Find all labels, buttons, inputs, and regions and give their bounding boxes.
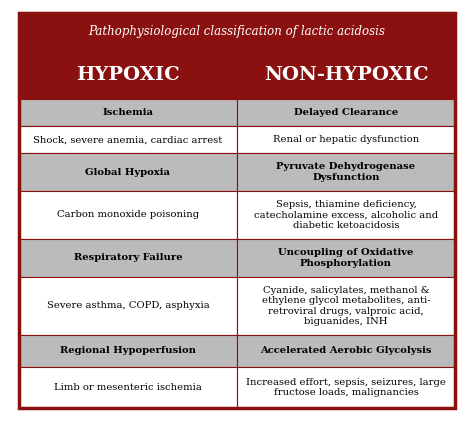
FancyBboxPatch shape [237,126,455,153]
Text: Sepsis, thiamine deficiency,
catecholamine excess, alcoholic and
diabetic ketoac: Sepsis, thiamine deficiency, catecholami… [254,200,438,230]
FancyBboxPatch shape [237,367,455,408]
Text: Regional Hypoperfusion: Regional Hypoperfusion [60,346,196,355]
Text: Respiratory Failure: Respiratory Failure [73,253,182,262]
FancyBboxPatch shape [19,51,237,99]
FancyBboxPatch shape [19,13,455,51]
FancyBboxPatch shape [19,239,237,277]
FancyBboxPatch shape [237,335,455,367]
Text: Accelerated Aerobic Glycolysis: Accelerated Aerobic Glycolysis [260,346,432,355]
FancyBboxPatch shape [237,277,455,335]
Text: NON-HYPOXIC: NON-HYPOXIC [264,66,428,84]
Text: Carbon monoxide poisoning: Carbon monoxide poisoning [57,210,199,219]
FancyBboxPatch shape [19,99,237,126]
Text: Global Hypoxia: Global Hypoxia [85,168,171,177]
Text: Uncoupling of Oxidative
Phosphorylation: Uncoupling of Oxidative Phosphorylation [278,248,414,267]
FancyBboxPatch shape [237,191,455,239]
Text: Increased effort, sepsis, seizures, large
fructose loads, malignancies: Increased effort, sepsis, seizures, larg… [246,378,446,397]
FancyBboxPatch shape [237,51,455,99]
Text: Cyanide, salicylates, methanol &
ethylene glycol metabolites, anti-
retroviral d: Cyanide, salicylates, methanol & ethylen… [262,286,430,326]
FancyBboxPatch shape [19,335,237,367]
Text: Severe asthma, COPD, asphyxia: Severe asthma, COPD, asphyxia [46,301,210,310]
FancyBboxPatch shape [19,126,237,153]
Text: Renal or hepatic dysfunction: Renal or hepatic dysfunction [273,135,419,144]
Text: Delayed Clearance: Delayed Clearance [294,108,398,117]
FancyBboxPatch shape [237,99,455,126]
Text: HYPOXIC: HYPOXIC [76,66,180,84]
Text: Limb or mesenteric ischemia: Limb or mesenteric ischemia [54,383,202,392]
FancyBboxPatch shape [19,277,237,335]
Text: Pathophysiological classification of lactic acidosis: Pathophysiological classification of lac… [89,25,385,38]
FancyBboxPatch shape [237,153,455,191]
FancyBboxPatch shape [19,191,237,239]
Text: Pyruvate Dehydrogenase
Dysfunction: Pyruvate Dehydrogenase Dysfunction [276,163,416,182]
FancyBboxPatch shape [19,367,237,408]
Text: Ischemia: Ischemia [102,108,154,117]
FancyBboxPatch shape [237,239,455,277]
FancyBboxPatch shape [19,153,237,191]
Text: Shock, severe anemia, cardiac arrest: Shock, severe anemia, cardiac arrest [33,135,223,144]
